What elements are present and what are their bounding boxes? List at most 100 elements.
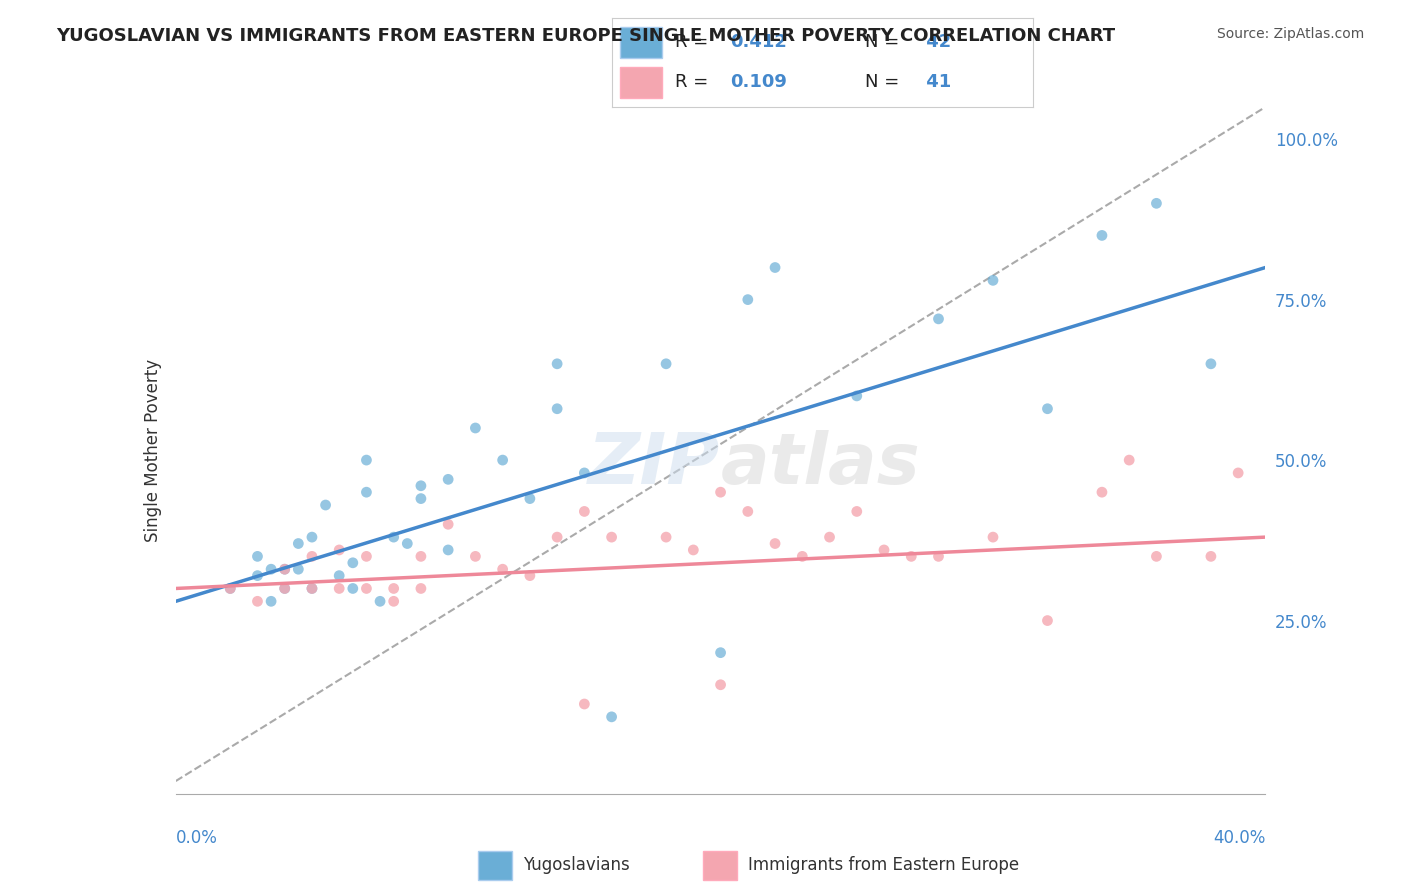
Point: [1091, 485, 1114, 500]
Text: N =: N =: [865, 33, 904, 51]
Point: [382, 530, 405, 544]
FancyBboxPatch shape: [620, 67, 662, 98]
Point: [546, 530, 568, 544]
Point: [464, 549, 486, 564]
Point: [437, 472, 460, 486]
Point: [219, 582, 242, 596]
Text: 0.412: 0.412: [730, 33, 786, 51]
Point: [763, 536, 786, 550]
Point: [328, 568, 350, 582]
Point: [274, 582, 297, 596]
Point: [928, 311, 950, 326]
Point: [274, 562, 297, 576]
Point: [1144, 549, 1167, 564]
Text: Source: ZipAtlas.com: Source: ZipAtlas.com: [1216, 27, 1364, 41]
Point: [845, 389, 868, 403]
Point: [655, 530, 678, 544]
Point: [464, 421, 486, 435]
Point: [1199, 357, 1222, 371]
Point: [737, 293, 759, 307]
Text: 42: 42: [920, 33, 950, 51]
Point: [710, 678, 733, 692]
Point: [1144, 196, 1167, 211]
Point: [356, 549, 378, 564]
Point: [342, 556, 364, 570]
Point: [409, 582, 432, 596]
Text: ZIP: ZIP: [588, 430, 721, 499]
Text: 0.109: 0.109: [730, 73, 786, 91]
Point: [873, 543, 896, 558]
Point: [260, 594, 283, 608]
Point: [1227, 466, 1250, 480]
Text: N =: N =: [865, 73, 904, 91]
Point: [1118, 453, 1140, 467]
Text: 0.0%: 0.0%: [176, 830, 218, 847]
Point: [409, 491, 432, 506]
Point: [356, 453, 378, 467]
Point: [437, 543, 460, 558]
Text: Immigrants from Eastern Europe: Immigrants from Eastern Europe: [748, 856, 1019, 874]
Point: [1199, 549, 1222, 564]
Point: [356, 582, 378, 596]
Point: [574, 697, 596, 711]
Text: Yugoslavians: Yugoslavians: [523, 856, 630, 874]
Point: [396, 536, 419, 550]
Point: [682, 543, 704, 558]
Point: [546, 401, 568, 416]
Point: [246, 568, 269, 582]
Point: [301, 582, 323, 596]
Point: [328, 543, 350, 558]
Point: [260, 562, 283, 576]
Point: [287, 536, 309, 550]
Text: R =: R =: [675, 33, 714, 51]
Point: [342, 582, 364, 596]
Point: [492, 453, 515, 467]
Point: [737, 504, 759, 518]
Text: R =: R =: [675, 73, 714, 91]
Point: [246, 549, 269, 564]
Point: [274, 582, 297, 596]
Point: [437, 517, 460, 532]
Point: [928, 549, 950, 564]
Text: 41: 41: [920, 73, 950, 91]
Point: [1091, 228, 1114, 243]
Point: [301, 582, 323, 596]
Point: [981, 530, 1004, 544]
Point: [574, 466, 596, 480]
Point: [356, 485, 378, 500]
Y-axis label: Single Mother Poverty: Single Mother Poverty: [143, 359, 162, 542]
Point: [519, 568, 541, 582]
Text: YUGOSLAVIAN VS IMMIGRANTS FROM EASTERN EUROPE SINGLE MOTHER POVERTY CORRELATION : YUGOSLAVIAN VS IMMIGRANTS FROM EASTERN E…: [56, 27, 1115, 45]
Point: [382, 582, 405, 596]
Point: [287, 562, 309, 576]
FancyBboxPatch shape: [703, 851, 737, 880]
Point: [409, 549, 432, 564]
Point: [246, 594, 269, 608]
FancyBboxPatch shape: [478, 851, 512, 880]
Point: [219, 582, 242, 596]
Point: [492, 562, 515, 576]
Text: atlas: atlas: [721, 430, 921, 499]
Point: [655, 357, 678, 371]
Point: [1036, 614, 1059, 628]
Point: [546, 357, 568, 371]
FancyBboxPatch shape: [620, 27, 662, 58]
Point: [1036, 401, 1059, 416]
Point: [763, 260, 786, 275]
Point: [301, 549, 323, 564]
Point: [900, 549, 922, 564]
Point: [600, 710, 623, 724]
Point: [710, 646, 733, 660]
Point: [519, 491, 541, 506]
Point: [315, 498, 337, 512]
Point: [368, 594, 391, 608]
Point: [328, 582, 350, 596]
Point: [409, 479, 432, 493]
Point: [274, 562, 297, 576]
Point: [301, 530, 323, 544]
Point: [710, 485, 733, 500]
Point: [981, 273, 1004, 287]
Point: [792, 549, 814, 564]
Text: 40.0%: 40.0%: [1213, 830, 1265, 847]
Point: [574, 504, 596, 518]
